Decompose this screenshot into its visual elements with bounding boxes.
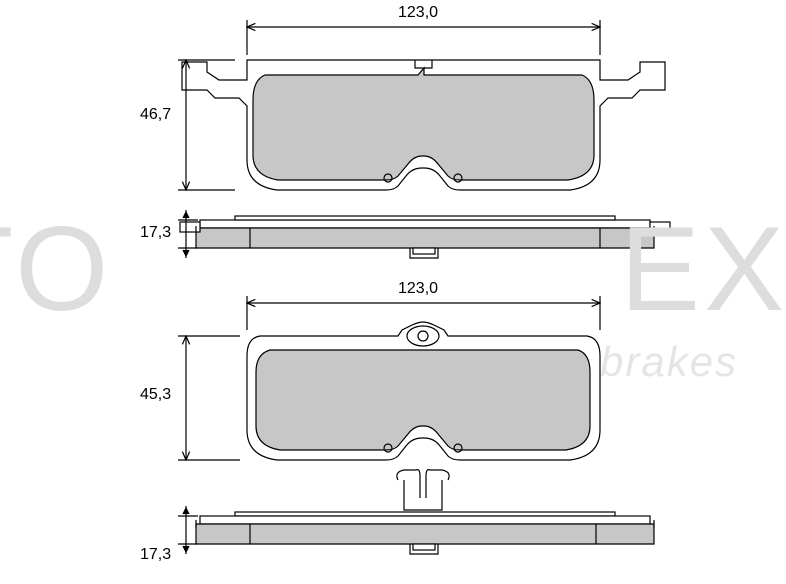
drawing-svg — [0, 0, 786, 584]
top-pad-group — [178, 20, 665, 190]
bottom-pad-side-group — [178, 470, 654, 554]
mid-pad-group — [178, 296, 600, 460]
top-pad-side-group — [178, 210, 670, 258]
